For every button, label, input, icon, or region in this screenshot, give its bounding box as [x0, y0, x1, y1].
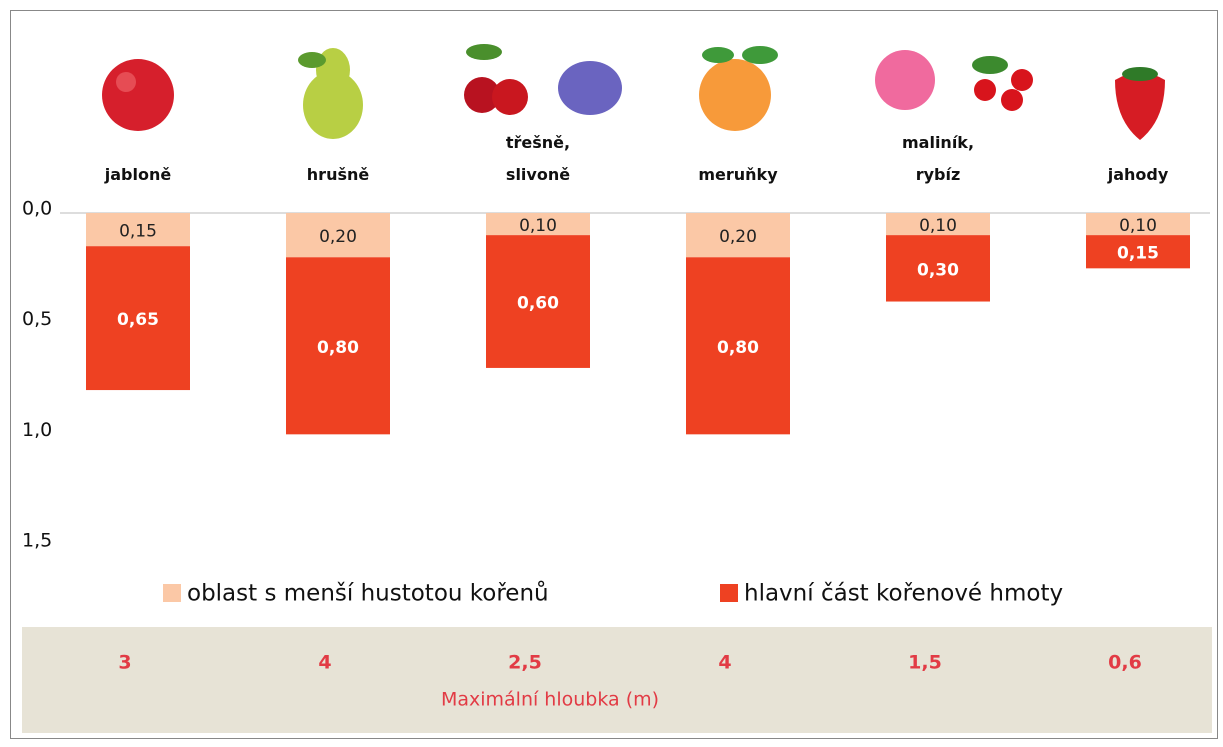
- value-label: 0,80: [317, 338, 359, 358]
- value-label: 0,15: [119, 222, 157, 242]
- bar-segment: [686, 213, 790, 258]
- value-label: 0,20: [719, 227, 757, 247]
- bar-segment: [86, 213, 190, 247]
- legend-label: oblast s menší hustotou kořenů: [187, 580, 549, 607]
- bar-segment: [286, 257, 390, 435]
- category-label: třešně, slivoně: [506, 133, 570, 184]
- category-label: hrušně: [307, 165, 370, 184]
- bar-segment: [1086, 213, 1190, 236]
- value-label: 0,10: [919, 216, 957, 236]
- value-label: 0,10: [519, 216, 557, 236]
- max-depth: 4: [318, 652, 331, 674]
- footer-label: Maximální hloubka (m): [441, 689, 659, 711]
- category-label: meruňky: [698, 165, 778, 184]
- bar-segment: [686, 257, 790, 435]
- y-tick-label: 0,0: [22, 198, 52, 220]
- value-label: 0,10: [1119, 216, 1157, 236]
- category-label: jabloně: [104, 165, 172, 184]
- max-depth: 3: [118, 652, 131, 674]
- max-depth: 1,5: [908, 652, 942, 674]
- fruit-icons: [102, 44, 1165, 140]
- value-label: 0,20: [319, 227, 357, 247]
- value-label: 0,30: [917, 260, 959, 280]
- value-label: 0,15: [1117, 244, 1159, 264]
- bar-segment: [486, 213, 590, 236]
- frame: [10, 10, 1218, 739]
- category-label: maliník, rybíz: [902, 133, 974, 184]
- max-depth: 0,6: [1108, 652, 1142, 674]
- max-depth: 2,5: [508, 652, 542, 674]
- bar-segment: [486, 235, 590, 368]
- bar-segment: [886, 235, 990, 302]
- y-tick-label: 1,5: [22, 530, 52, 552]
- bar-segment: [1086, 235, 1190, 269]
- category-label: jahody: [1107, 165, 1169, 184]
- max-depth: 4: [718, 652, 731, 674]
- bar-segment: [886, 213, 990, 236]
- y-tick-label: 0,5: [22, 308, 52, 330]
- legend-label: hlavní část kořenové hmoty: [744, 581, 1063, 607]
- value-label: 0,80: [717, 338, 759, 358]
- footer-panel: [22, 627, 1212, 733]
- bar-segment: [286, 213, 390, 258]
- bar-segment: [86, 246, 190, 391]
- y-tick-label: 1,0: [22, 419, 52, 441]
- value-label: 0,65: [117, 310, 159, 330]
- value-label: 0,60: [517, 294, 559, 314]
- legend-swatch: [163, 584, 181, 602]
- legend-swatch: [720, 584, 738, 602]
